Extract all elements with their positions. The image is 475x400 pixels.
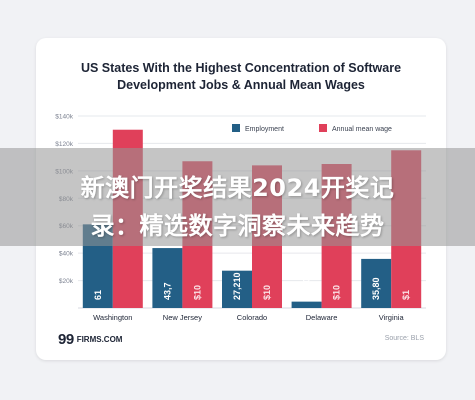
y-tick-label: $140k [55, 114, 73, 121]
employment-bar [152, 248, 183, 308]
watermark-text-line2: 录：精选数字洞察未来趋势 [90, 212, 385, 240]
x-category-label: Washington [93, 313, 132, 322]
bar-value-label: 61 [93, 290, 103, 300]
legend-label: Annual mean wage [332, 126, 392, 133]
brand-logo: 99 FIRMS.COM [58, 330, 122, 348]
brand-text: FIRMS.COM [76, 334, 123, 344]
y-tick-label: $120k [55, 141, 73, 148]
x-category-label: Colorado [237, 313, 267, 322]
x-category-label: Virginia [379, 313, 405, 322]
employment-bar [361, 258, 392, 308]
chart-title-line2: Development Jobs & Annual Mean Wages [117, 78, 365, 92]
legend-swatch [319, 124, 327, 132]
employment-bar [222, 270, 252, 308]
x-category-label: New Jersey [163, 313, 202, 322]
bar-value-label: 4,640 [302, 277, 312, 300]
source-note: Source: BLS [384, 335, 424, 342]
watermark-text-line1: 新澳门开奖结果2024开奖记 [80, 174, 395, 202]
bar-value-label: $10 [262, 285, 272, 300]
bar-value-label: $10 [192, 285, 202, 300]
bar-value-label: 35,80 [371, 277, 381, 300]
legend-label: Employment [245, 126, 284, 133]
bar-value-label: $1 [401, 290, 411, 300]
bar-value-label: 27,210 [232, 272, 242, 300]
employment-bar [291, 301, 322, 308]
y-tick-label: $20k [59, 278, 74, 285]
bar-value-label: 43,7 [162, 282, 172, 300]
legend-swatch [232, 124, 240, 132]
brand-mark: 99 [58, 330, 74, 348]
bar-value-label: $10 [332, 285, 342, 300]
chart-title: US States With the Highest Concentration… [36, 60, 446, 94]
chart-title-line1: US States With the Highest Concentration… [80, 61, 402, 75]
watermark-banner [0, 148, 475, 246]
y-tick-label: $40k [59, 251, 74, 258]
x-category-label: Delaware [306, 313, 338, 322]
